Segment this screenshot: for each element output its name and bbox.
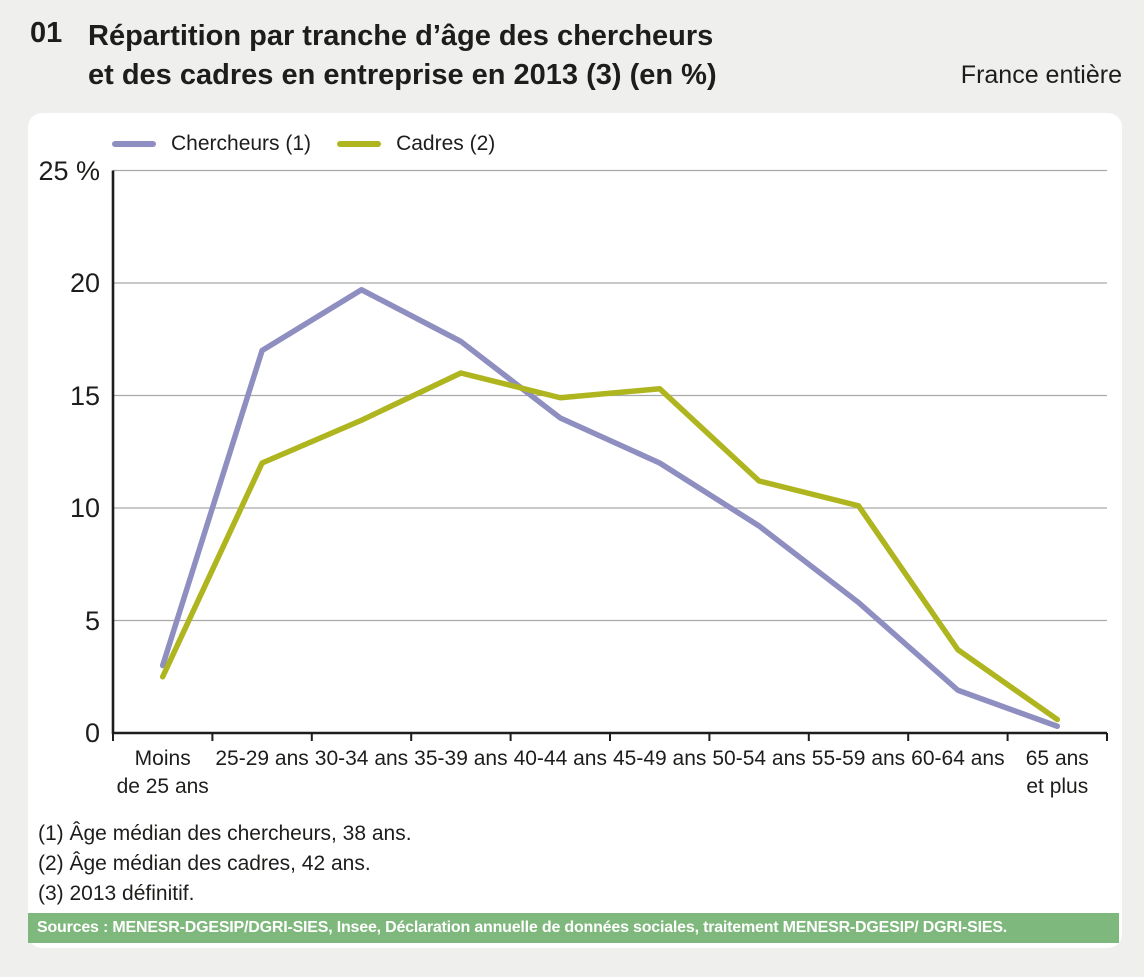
figure-title-line1: Répartition par tranche d’âge des cherch…	[88, 20, 714, 52]
series-line-1	[159, 370, 1061, 723]
chart-legend: Chercheurs (1) Cadres (2)	[112, 131, 495, 157]
x-axis-label: 30-34 ans	[314, 747, 409, 770]
legend-item-0: Chercheurs (1)	[112, 132, 311, 156]
x-axis-label: 65 ans et plus	[1025, 747, 1089, 798]
y-axis-label: 15	[69, 380, 100, 411]
legend-line-swatch-icon	[112, 141, 156, 147]
footnotes: (1) Âge médian des chercheurs, 38 ans. (2…	[38, 819, 412, 909]
chart-card: Chercheurs (1) Cadres (2) 0 5 10 15 20 25 % Mo…	[28, 113, 1122, 948]
legend-label: Cadres (2)	[396, 132, 496, 155]
x-axis-label: 55-59 ans	[811, 747, 906, 770]
y-axis-label: 0	[84, 718, 100, 748]
figure-number: 01	[30, 17, 63, 49]
figure-title-line2: et des cadres en entreprise en 2013 (3) …	[88, 59, 717, 91]
region-label: France entière	[960, 61, 1122, 89]
figure-title: Répartition par tranche d’âge des cherch…	[88, 17, 717, 95]
chart-plot	[111, 169, 1108, 741]
x-axis-label: 45-49 ans	[612, 747, 707, 770]
footnote: (3) 2013 définitif.	[38, 882, 195, 905]
legend-label: Chercheurs (1)	[171, 132, 312, 155]
x-axis-label: 35-39 ans	[414, 747, 508, 770]
footnote: (2) Âge médian des cadres, 42 ans.	[38, 852, 371, 875]
source-bar: Sources : MENESR-DGESIP/DGRI-SIES, Insee…	[28, 913, 1119, 943]
y-axis-label: 20	[69, 268, 100, 298]
series-line-0	[159, 287, 1061, 729]
x-axis-label: 60-64 ans	[911, 747, 1005, 770]
y-axis-label: 5	[84, 605, 100, 636]
x-axis-label: 50-54 ans	[712, 747, 806, 770]
x-axis-label: 40-44 ans	[513, 747, 607, 770]
legend-line-swatch-icon	[337, 141, 382, 147]
x-axis-label: Moins de 25 ans	[116, 747, 209, 798]
x-axis-label: 25-29 ans	[215, 747, 309, 770]
y-axis-label: 10	[69, 493, 100, 523]
legend-item-1: Cadres (2)	[337, 132, 495, 156]
y-axis-label: 25 %	[38, 155, 100, 186]
footnote: (1) Âge médian des chercheurs, 38 ans.	[38, 822, 412, 845]
